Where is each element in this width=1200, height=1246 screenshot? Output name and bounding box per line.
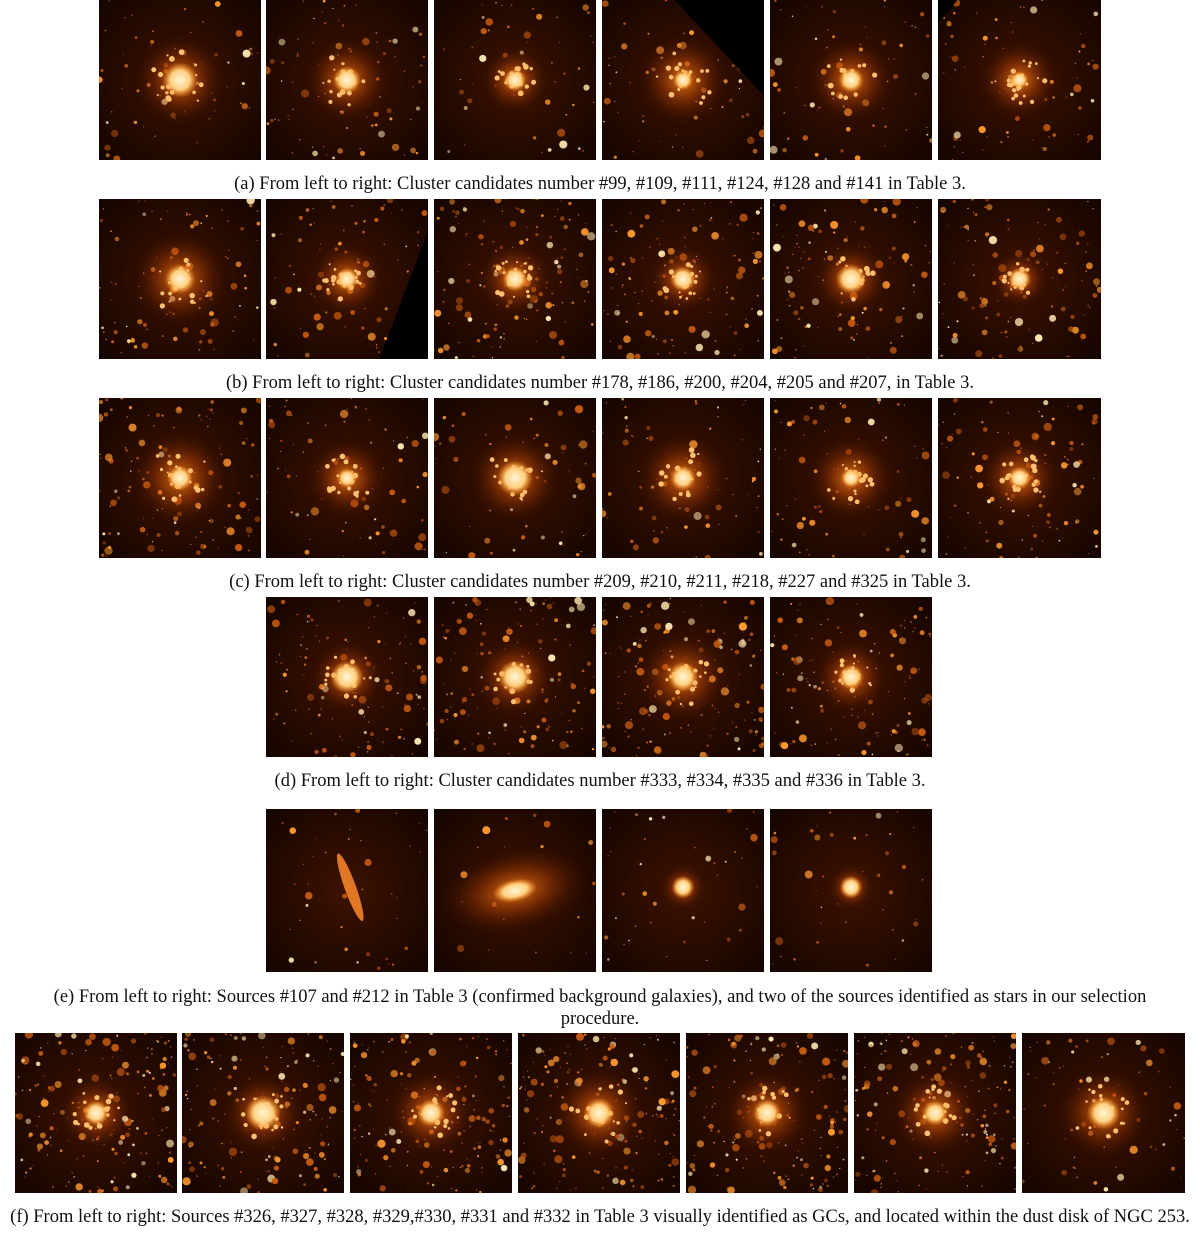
thumbnail-a-3 (434, 0, 596, 160)
thumbnail-image (770, 809, 932, 972)
thumbnail-e-3 (602, 809, 764, 972)
thumbnail-image (266, 597, 428, 757)
thumbnail-image (602, 0, 764, 160)
thumbnail-f-3 (350, 1033, 512, 1193)
thumbnail-d-1 (266, 597, 428, 757)
caption-f: (f) From left to right: Sources #326, #3… (10, 1207, 1190, 1227)
thumbnail-image (770, 398, 932, 558)
thumbnail-image (434, 199, 596, 359)
thumbnail-f-1 (15, 1033, 177, 1193)
thumbnail-c-6 (938, 398, 1101, 558)
panel-a (0, 0, 1200, 160)
thumbnail-c-2 (266, 398, 428, 558)
thumbnail-image (770, 0, 932, 160)
thumbnail-f-7 (1022, 1033, 1185, 1193)
thumbnail-image (938, 0, 1101, 160)
thumbnail-f-6 (854, 1033, 1016, 1193)
thumbnail-b-3 (434, 199, 596, 359)
thumbnail-image (99, 199, 261, 359)
caption-d: (d) From left to right: Cluster candidat… (274, 771, 926, 791)
thumbnail-e-1 (266, 809, 428, 972)
thumbnail-image (99, 398, 261, 558)
thumbnail-image (602, 199, 764, 359)
panel-c (0, 398, 1200, 558)
thumbnail-c-5 (770, 398, 932, 558)
thumbnail-c-4 (602, 398, 764, 558)
panel-e (0, 809, 1200, 972)
thumbnail-b-6 (938, 199, 1101, 359)
thumbnail-image (350, 1033, 512, 1193)
thumbnail-b-4 (602, 199, 764, 359)
thumbnail-image (266, 398, 428, 558)
thumbnail-d-2 (434, 597, 596, 757)
thumbnail-f-4 (518, 1033, 680, 1193)
thumbnail-image (770, 199, 932, 359)
thumbnail-image (518, 1033, 680, 1193)
thumbnail-d-4 (770, 597, 932, 757)
thumbnail-image (182, 1033, 344, 1193)
thumbnail-f-5 (686, 1033, 848, 1193)
caption-a: (a) From left to right: Cluster candidat… (234, 174, 966, 194)
thumbnail-image (854, 1033, 1016, 1193)
thumbnail-c-1 (99, 398, 261, 558)
caption-e: (e) From left to right: Sources #107 and… (53, 987, 1147, 1029)
thumbnail-b-1 (99, 199, 261, 359)
thumbnail-a-1 (99, 0, 261, 160)
thumbnail-image (266, 199, 428, 359)
thumbnail-image (602, 597, 764, 757)
thumbnail-image (602, 398, 764, 558)
thumbnail-image (770, 597, 932, 757)
thumbnail-image (938, 398, 1101, 558)
thumbnail-b-2 (266, 199, 428, 359)
thumbnail-image (434, 398, 596, 558)
thumbnail-image (686, 1033, 848, 1193)
thumbnail-e-2 (434, 809, 596, 972)
thumbnail-c-3 (434, 398, 596, 558)
thumbnail-a-5 (770, 0, 932, 160)
thumbnail-image (602, 809, 764, 972)
thumbnail-image (1022, 1033, 1185, 1193)
thumbnail-b-5 (770, 199, 932, 359)
thumbnail-a-6 (938, 0, 1101, 160)
thumbnail-image (15, 1033, 177, 1193)
thumbnail-d-3 (602, 597, 764, 757)
panel-b (0, 199, 1200, 359)
caption-c: (c) From left to right: Cluster candidat… (229, 572, 971, 592)
thumbnail-image (434, 809, 596, 972)
thumbnail-e-4 (770, 809, 932, 972)
thumbnail-image (266, 809, 428, 972)
thumbnail-a-4 (602, 0, 764, 160)
thumbnail-a-2 (266, 0, 428, 160)
thumbnail-image (434, 597, 596, 757)
panel-d (0, 597, 1200, 757)
thumbnail-image (938, 199, 1101, 359)
caption-b: (b) From left to right: Cluster candidat… (225, 373, 975, 393)
thumbnail-image (99, 0, 261, 160)
thumbnail-f-2 (182, 1033, 344, 1193)
panel-f (0, 1033, 1200, 1193)
thumbnail-image (434, 0, 596, 160)
thumbnail-image (266, 0, 428, 160)
